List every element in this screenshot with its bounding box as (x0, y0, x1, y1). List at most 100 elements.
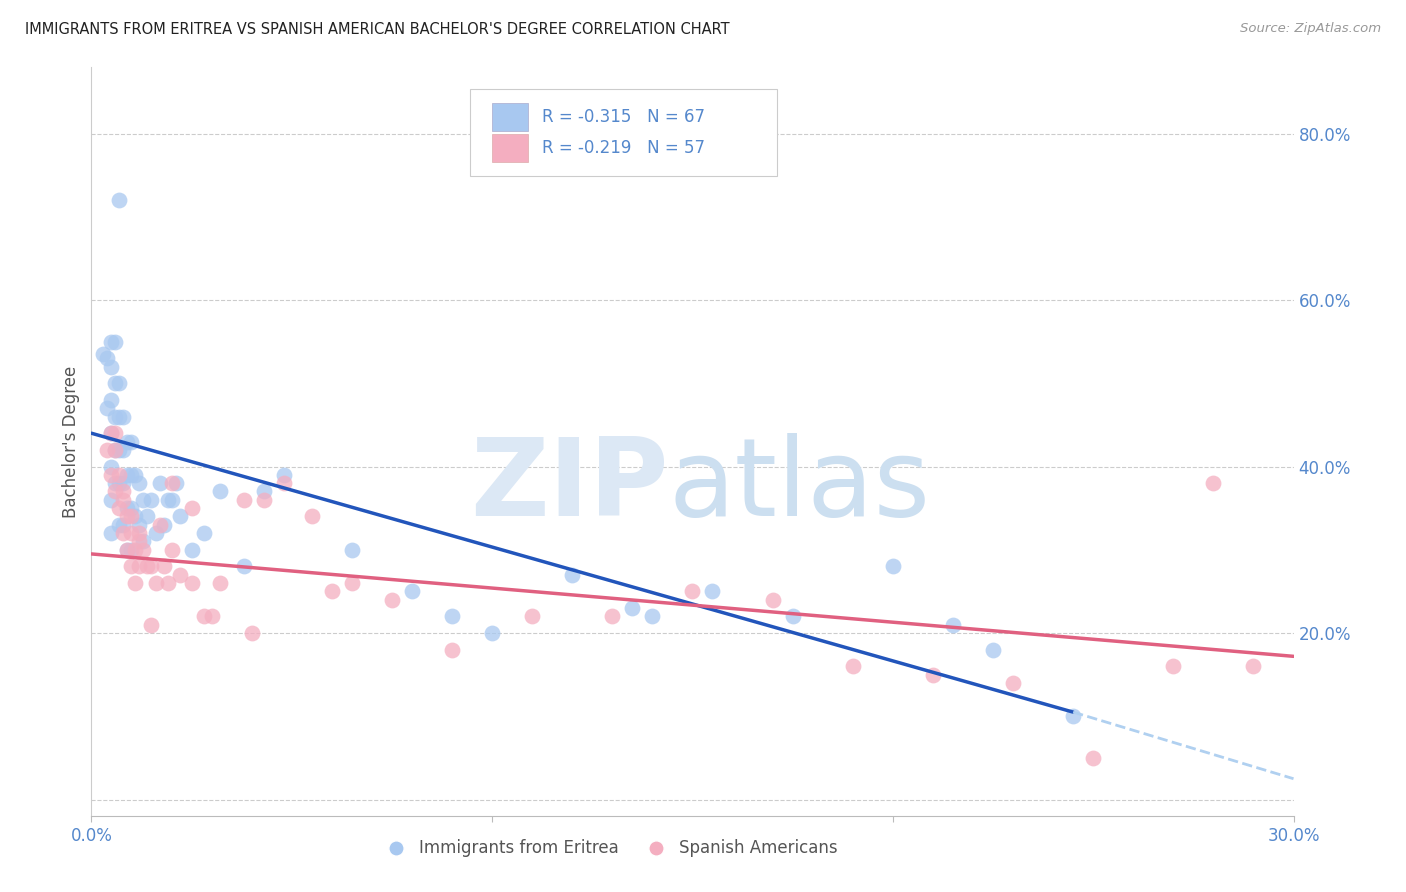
Point (381, 592, 404, 607)
Bar (492, 134, 527, 162)
Point (100, 459, 122, 474)
Point (100, 392, 122, 407)
Point (121, 542, 143, 557)
Point (169, 509, 191, 524)
Point (121, 509, 143, 524)
Point (481, 626, 503, 640)
Point (124, 467, 146, 482)
Point (156, 492, 179, 507)
Point (108, 467, 131, 482)
Point (108, 442, 131, 457)
Point (128, 534, 150, 549)
Point (136, 559, 159, 574)
Point (108, 476, 131, 491)
Point (273, 476, 295, 491)
Point (112, 517, 135, 532)
Point (112, 476, 135, 491)
Point (942, 617, 965, 632)
Point (104, 476, 127, 491)
Point (96, 442, 118, 457)
Point (156, 576, 179, 591)
Point (100, 359, 122, 374)
Point (112, 484, 135, 499)
Point (1163, 659, 1185, 673)
Point (100, 426, 122, 441)
Point (136, 509, 159, 524)
Point (128, 559, 150, 574)
Point (180, 576, 202, 591)
Point (112, 492, 135, 507)
Point (602, 609, 624, 624)
Point (782, 609, 804, 624)
Point (121, 526, 143, 541)
Point (108, 409, 131, 424)
Point (522, 609, 544, 624)
Point (201, 609, 224, 624)
Point (100, 334, 122, 349)
Point (841, 659, 863, 673)
Point (108, 376, 131, 391)
Point (104, 484, 127, 499)
Text: Source: ZipAtlas.com: Source: ZipAtlas.com (1240, 22, 1381, 36)
Point (124, 509, 146, 524)
Text: R = -0.315   N = 67: R = -0.315 N = 67 (543, 108, 706, 126)
Point (121, 467, 143, 482)
Point (93, 347, 115, 361)
Point (96, 401, 118, 416)
Point (117, 509, 139, 524)
Point (132, 492, 155, 507)
Point (882, 559, 904, 574)
Point (100, 426, 122, 441)
Point (169, 567, 191, 582)
Point (273, 467, 295, 482)
Point (440, 642, 463, 657)
Point (108, 501, 131, 516)
Point (1202, 476, 1225, 491)
Point (193, 526, 215, 541)
Point (208, 484, 231, 499)
Point (253, 492, 276, 507)
Point (922, 667, 945, 681)
Point (108, 517, 131, 532)
Point (128, 526, 150, 541)
Point (141, 617, 163, 632)
Point (240, 626, 263, 640)
Point (128, 517, 150, 532)
Point (121, 434, 143, 449)
Point (180, 542, 202, 557)
FancyBboxPatch shape (470, 89, 776, 176)
Point (232, 492, 254, 507)
Point (681, 584, 703, 599)
Point (117, 434, 139, 449)
Point (112, 526, 135, 541)
Point (112, 409, 135, 424)
Point (340, 576, 363, 591)
Point (104, 442, 127, 457)
Point (104, 426, 127, 441)
Legend: Immigrants from Eritrea, Spanish Americans: Immigrants from Eritrea, Spanish America… (373, 833, 844, 864)
Point (108, 193, 131, 207)
Point (148, 517, 170, 532)
Point (100, 467, 122, 482)
Point (145, 576, 167, 591)
Bar (492, 103, 527, 131)
Point (1001, 676, 1024, 690)
Point (702, 584, 724, 599)
Point (141, 559, 163, 574)
Point (193, 609, 215, 624)
Point (621, 601, 644, 615)
Point (208, 576, 231, 591)
Point (124, 576, 146, 591)
Point (165, 476, 187, 491)
Point (160, 542, 183, 557)
Point (100, 526, 122, 541)
Point (132, 534, 155, 549)
Point (141, 492, 163, 507)
Point (1243, 659, 1265, 673)
Point (121, 559, 143, 574)
Text: IMMIGRANTS FROM ERITREA VS SPANISH AMERICAN BACHELOR'S DEGREE CORRELATION CHART: IMMIGRANTS FROM ERITREA VS SPANISH AMERI… (25, 22, 730, 37)
Point (1083, 751, 1105, 765)
Point (104, 334, 127, 349)
Text: ZIP: ZIP (470, 434, 668, 540)
Point (104, 409, 127, 424)
